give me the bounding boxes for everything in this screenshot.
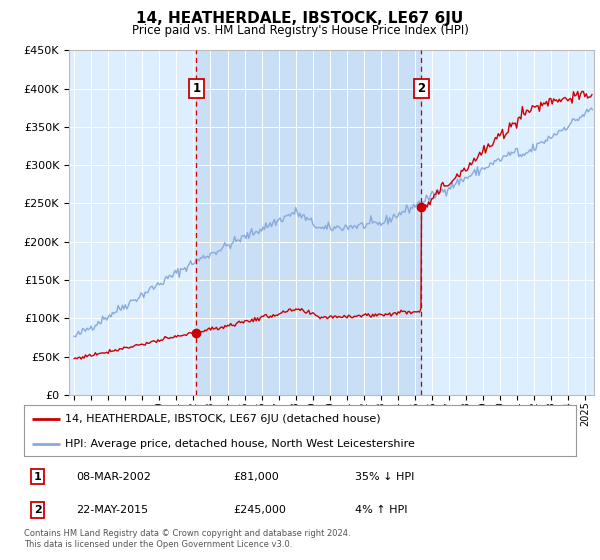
Text: HPI: Average price, detached house, North West Leicestershire: HPI: Average price, detached house, Nort… [65,438,415,449]
Text: £81,000: £81,000 [234,472,280,482]
Text: 35% ↓ HPI: 35% ↓ HPI [355,472,415,482]
Text: 4% ↑ HPI: 4% ↑ HPI [355,505,408,515]
Text: £245,000: £245,000 [234,505,287,515]
Text: 1: 1 [34,472,41,482]
Text: 1: 1 [193,82,200,95]
Text: 08-MAR-2002: 08-MAR-2002 [76,472,151,482]
Text: 14, HEATHERDALE, IBSTOCK, LE67 6JU: 14, HEATHERDALE, IBSTOCK, LE67 6JU [136,11,464,26]
Text: 22-MAY-2015: 22-MAY-2015 [76,505,149,515]
Bar [196,50,421,395]
Text: Contains HM Land Registry data © Crown copyright and database right 2024.
This d: Contains HM Land Registry data © Crown c… [24,529,350,549]
Text: 14, HEATHERDALE, IBSTOCK, LE67 6JU (detached house): 14, HEATHERDALE, IBSTOCK, LE67 6JU (deta… [65,414,381,424]
Text: 2: 2 [418,82,425,95]
Text: Price paid vs. HM Land Registry's House Price Index (HPI): Price paid vs. HM Land Registry's House … [131,24,469,36]
Text: 2: 2 [34,505,41,515]
